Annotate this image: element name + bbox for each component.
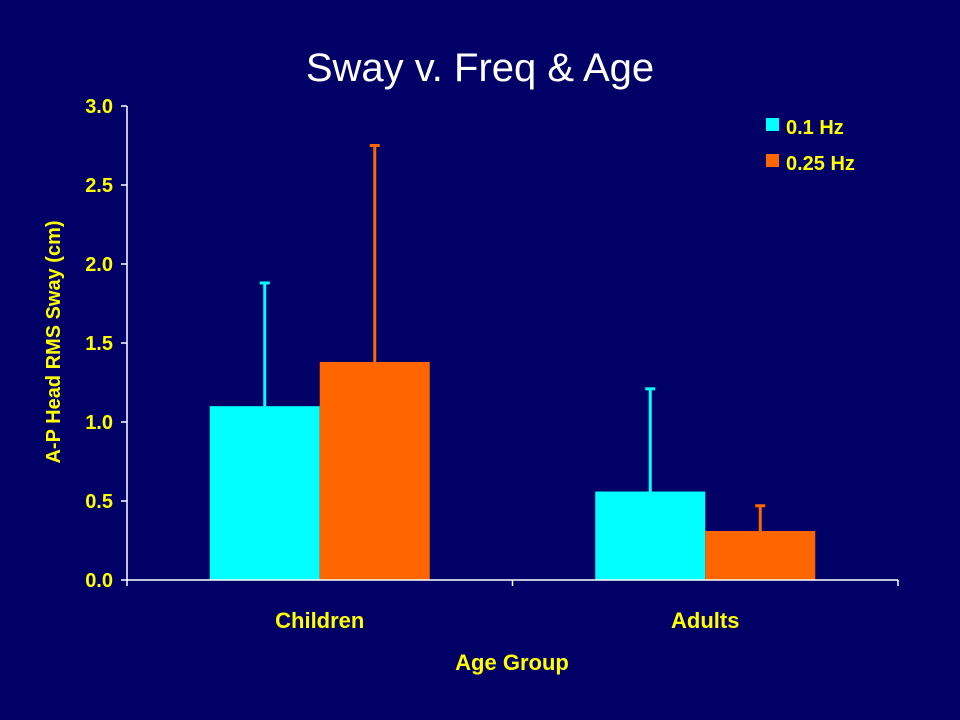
y-tick-label: 2.0	[85, 254, 113, 276]
x-category-label: Children	[275, 608, 364, 633]
bars	[209, 361, 816, 580]
y-tick-label: 1.0	[85, 412, 113, 434]
error-bars	[259, 144, 766, 532]
x-category-labels: Children Adults	[275, 608, 739, 633]
legend-swatch	[766, 154, 779, 167]
y-tick-label: 3.0	[85, 96, 113, 118]
y-tick-label: 1.5	[85, 333, 113, 355]
bar	[319, 361, 430, 580]
x-category-label: Adults	[671, 608, 739, 633]
bar	[595, 491, 706, 580]
bar	[209, 406, 320, 580]
y-tick-label: 0.5	[85, 491, 113, 513]
legend: 0.1 Hz 0.25 Hz	[766, 117, 855, 175]
bar	[705, 531, 816, 580]
legend-label: 0.25 Hz	[786, 153, 855, 175]
legend-label: 0.1 Hz	[786, 117, 844, 139]
x-axis-label: Age Group	[455, 650, 569, 675]
legend-swatch	[766, 118, 779, 131]
slide-title: Sway v. Freq & Age	[305, 46, 655, 90]
y-ticks: 0.0 0.5 1.0 1.5 2.0 2.5 3.0	[85, 96, 127, 592]
y-axis-label: A-P Head RMS Sway (cm)	[43, 220, 65, 463]
y-tick-label: 2.5	[85, 175, 113, 197]
y-tick-label: 0.0	[85, 570, 113, 592]
